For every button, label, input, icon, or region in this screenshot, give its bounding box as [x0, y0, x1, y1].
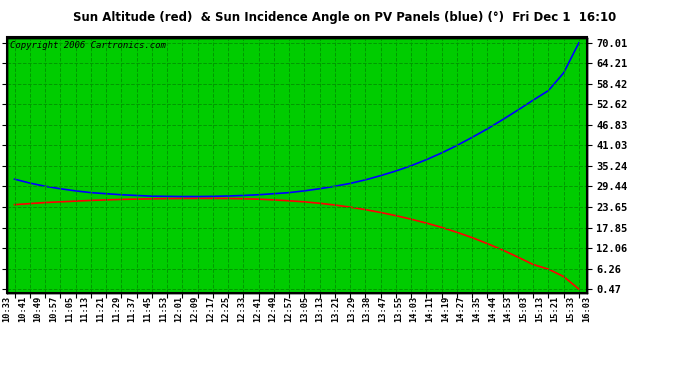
Text: 10:57: 10:57 — [50, 296, 59, 322]
Text: 11:05: 11:05 — [65, 296, 74, 322]
Text: 14:19: 14:19 — [441, 296, 450, 322]
Text: 11:13: 11:13 — [81, 296, 90, 322]
Text: 15:13: 15:13 — [535, 296, 544, 322]
Text: 10:33: 10:33 — [2, 296, 12, 322]
Text: 10:41: 10:41 — [18, 296, 27, 322]
Text: 15:03: 15:03 — [520, 296, 529, 322]
Text: 12:49: 12:49 — [268, 296, 277, 322]
Text: 13:13: 13:13 — [316, 296, 325, 322]
Text: 13:05: 13:05 — [300, 296, 309, 322]
Text: 12:01: 12:01 — [175, 296, 184, 322]
Text: 10:49: 10:49 — [34, 296, 43, 322]
Text: 11:45: 11:45 — [144, 296, 152, 322]
Text: 11:29: 11:29 — [112, 296, 121, 322]
Text: 12:41: 12:41 — [253, 296, 262, 322]
Text: 15:21: 15:21 — [551, 296, 560, 322]
Text: 16:03: 16:03 — [582, 296, 591, 322]
Text: 13:29: 13:29 — [347, 296, 356, 322]
Text: 12:25: 12:25 — [221, 296, 230, 322]
Text: 14:11: 14:11 — [425, 296, 434, 322]
Text: 13:38: 13:38 — [363, 296, 372, 322]
Text: 12:09: 12:09 — [190, 296, 199, 322]
Text: 14:53: 14:53 — [504, 296, 513, 322]
Text: 12:17: 12:17 — [206, 296, 215, 322]
Text: 12:33: 12:33 — [237, 296, 246, 322]
Text: Sun Altitude (red)  & Sun Incidence Angle on PV Panels (blue) (°)  Fri Dec 1  16: Sun Altitude (red) & Sun Incidence Angle… — [73, 11, 617, 24]
Text: 13:55: 13:55 — [394, 296, 403, 322]
Text: 14:27: 14:27 — [457, 296, 466, 322]
Text: Copyright 2006 Cartronics.com: Copyright 2006 Cartronics.com — [10, 41, 166, 50]
Text: 15:33: 15:33 — [566, 296, 575, 322]
Text: 11:37: 11:37 — [128, 296, 137, 322]
Text: 14:44: 14:44 — [488, 296, 497, 322]
Text: 13:21: 13:21 — [331, 296, 340, 322]
Text: 13:47: 13:47 — [378, 296, 387, 322]
Text: 14:03: 14:03 — [410, 296, 419, 322]
Text: 14:35: 14:35 — [473, 296, 482, 322]
Text: 12:57: 12:57 — [284, 296, 293, 322]
Text: 11:53: 11:53 — [159, 296, 168, 322]
Text: 11:21: 11:21 — [97, 296, 106, 322]
